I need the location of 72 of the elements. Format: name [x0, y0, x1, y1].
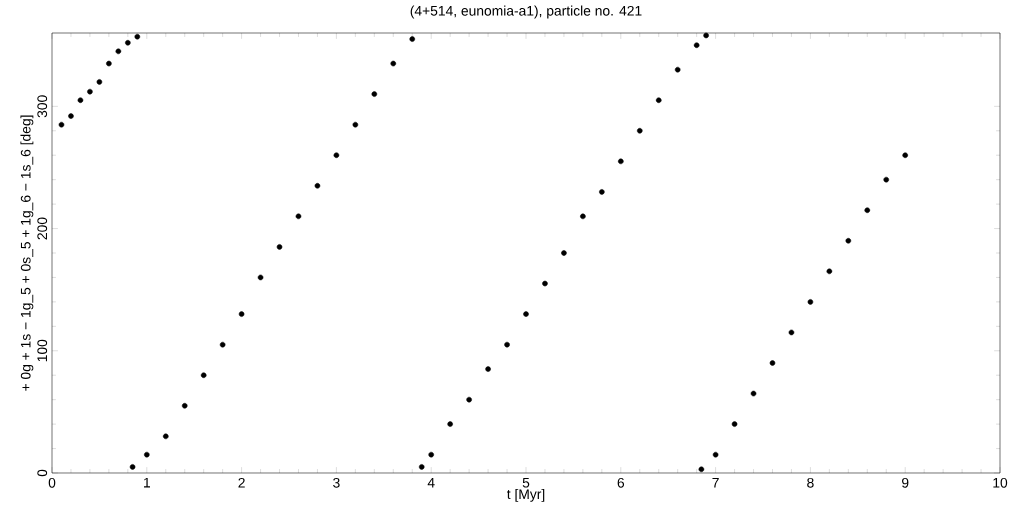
point — [106, 60, 112, 67]
point — [390, 60, 397, 67]
x-tick-label: 9 — [902, 477, 909, 488]
point — [129, 464, 136, 470]
point — [134, 33, 141, 40]
point — [418, 464, 425, 470]
point — [703, 32, 709, 39]
point — [276, 244, 283, 250]
point — [864, 207, 871, 213]
point — [485, 366, 491, 372]
point — [807, 299, 814, 305]
point — [580, 213, 586, 220]
point — [674, 66, 681, 73]
point — [826, 268, 833, 275]
chart-title: (4+514, eunomia-a1), particle no. 421 — [410, 5, 642, 19]
point — [561, 250, 567, 256]
x-tick-label: 1 — [144, 477, 150, 488]
point — [200, 372, 207, 378]
point — [314, 183, 321, 189]
point — [618, 158, 624, 165]
point — [409, 36, 416, 42]
x-tick-label: 5 — [522, 477, 530, 488]
y-tick-label: 300 — [37, 95, 48, 118]
point — [731, 421, 738, 427]
x-tick-label: 0 — [48, 477, 56, 488]
point — [352, 121, 359, 128]
point — [115, 48, 122, 55]
point — [144, 451, 150, 458]
point — [181, 403, 188, 409]
x-axis-title: t [Myr] — [507, 488, 545, 502]
y-tick-label: 200 — [37, 217, 48, 240]
point — [257, 274, 264, 281]
point — [693, 42, 700, 48]
x-tick-label: 4 — [427, 477, 435, 488]
x-tick-label: 2 — [238, 477, 245, 488]
y-tick-label: 0 — [37, 469, 48, 477]
point — [788, 329, 795, 336]
x-tick-label: 7 — [712, 477, 719, 488]
point — [523, 311, 529, 317]
point — [77, 97, 84, 103]
point — [599, 189, 605, 195]
point — [428, 451, 434, 458]
x-tick-label: 8 — [807, 477, 814, 488]
point — [542, 280, 548, 287]
point — [712, 451, 719, 458]
x-tick-label: 3 — [333, 477, 340, 488]
point — [504, 341, 510, 348]
point — [447, 421, 453, 427]
y-axis-title: + 0g + 1s − 1g_5 + 0s_5 + 1g_6 − 1s_6 [deg] — [20, 115, 34, 391]
point — [902, 152, 908, 158]
y-tick-label: 100 — [37, 339, 48, 362]
point — [845, 238, 852, 244]
x-tick-label: 6 — [617, 477, 625, 488]
point — [698, 466, 705, 473]
point — [162, 433, 169, 440]
point — [333, 152, 340, 158]
point — [769, 360, 776, 366]
point — [371, 91, 378, 97]
point — [637, 128, 643, 134]
point — [295, 213, 302, 220]
point — [125, 40, 131, 46]
point — [238, 311, 245, 317]
point — [750, 390, 757, 397]
point — [655, 97, 662, 103]
point — [87, 88, 93, 95]
point — [219, 341, 226, 348]
point — [466, 396, 472, 403]
point — [58, 121, 65, 128]
x-tick-label: 10 — [993, 477, 1008, 488]
point — [96, 79, 103, 85]
point — [68, 113, 74, 119]
point — [883, 176, 890, 183]
